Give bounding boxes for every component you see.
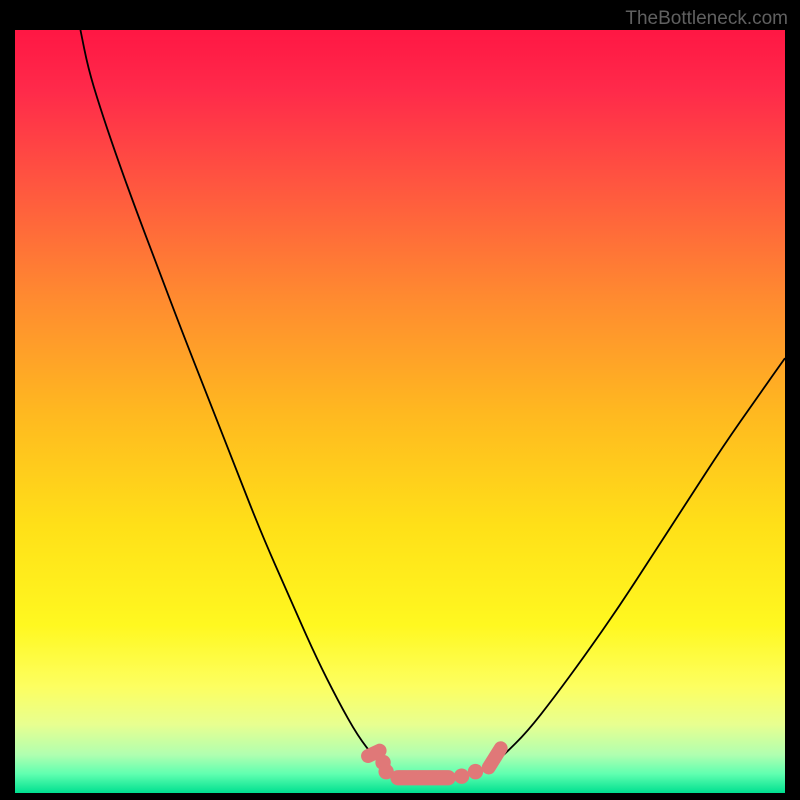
chart-svg <box>0 0 800 800</box>
marker-pill <box>390 770 455 785</box>
chart-container: TheBottleneck.com <box>0 0 800 800</box>
watermark-text: TheBottleneck.com <box>625 8 788 30</box>
marker-dot <box>454 769 469 784</box>
plot-background <box>15 30 785 793</box>
marker-dot <box>468 764 483 779</box>
